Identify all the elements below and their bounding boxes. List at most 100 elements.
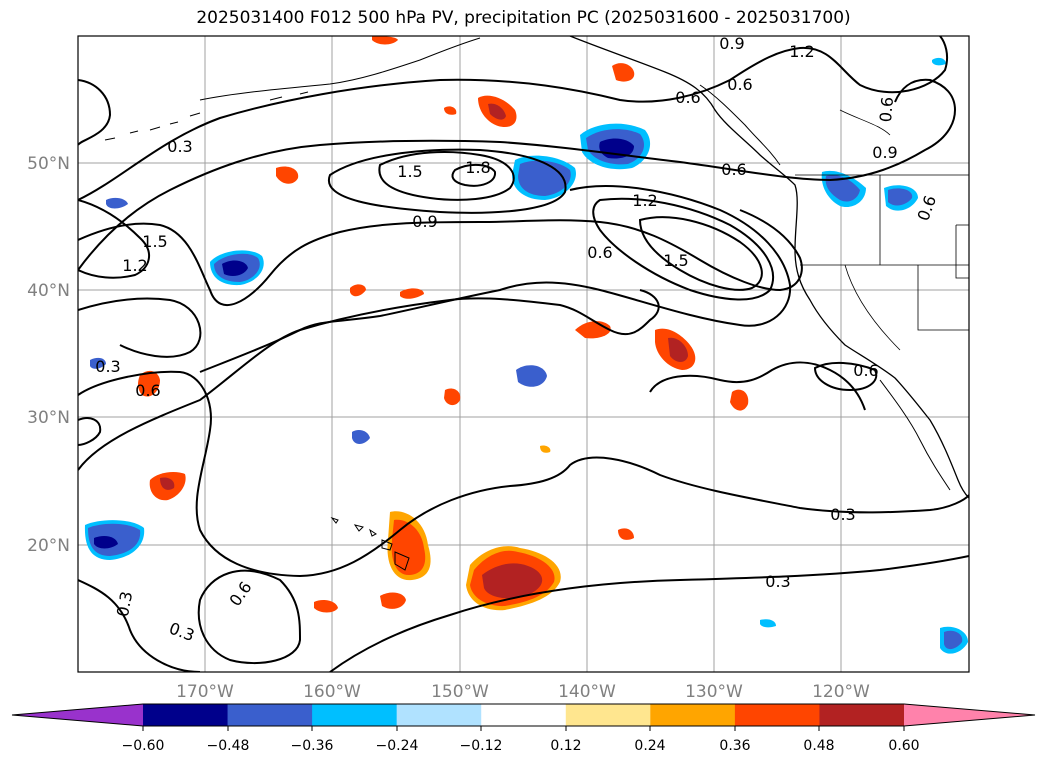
precip-blob bbox=[314, 600, 338, 613]
pv-contour bbox=[592, 197, 775, 301]
precip-blob bbox=[400, 288, 424, 299]
coastlines bbox=[104, 36, 969, 571]
contour-label: 0.6 bbox=[853, 361, 878, 380]
precip-blob bbox=[90, 357, 106, 369]
contour-label: 0.3 bbox=[95, 357, 120, 376]
pv-contour bbox=[78, 370, 969, 578]
contour-label: 1.8 bbox=[465, 158, 490, 177]
contour-label: 0.3 bbox=[765, 572, 790, 591]
pv-contour bbox=[78, 297, 202, 358]
precip-blob bbox=[760, 619, 776, 628]
pv-contour bbox=[78, 199, 150, 279]
precip-blob bbox=[160, 477, 175, 490]
precip-blob bbox=[138, 370, 160, 397]
contour-label: 0.3 bbox=[830, 505, 855, 524]
contour-label: 0.9 bbox=[412, 212, 437, 231]
contour-label: 0.3 bbox=[167, 137, 192, 156]
colorbar-tick: −0.24 bbox=[376, 738, 419, 754]
contour-label: 1.5 bbox=[663, 251, 688, 270]
precip-blob bbox=[825, 174, 860, 202]
lat-label: 40°N bbox=[27, 281, 70, 301]
precip-blob bbox=[482, 563, 543, 599]
colorbar-tick-marks bbox=[142, 726, 905, 731]
alaska-peninsula bbox=[199, 37, 481, 101]
contour-labels: 0.3 1.5 1.8 0.9 1.2 0.6 1.5 1.5 1.2 0.3 … bbox=[95, 34, 940, 645]
precip-blob bbox=[612, 63, 635, 82]
contour-label: 0.6 bbox=[135, 381, 160, 400]
pv-contour bbox=[78, 78, 957, 271]
precip-blob bbox=[444, 106, 457, 115]
precip-blob bbox=[94, 536, 118, 549]
precip-blob bbox=[540, 445, 551, 453]
pv-contour bbox=[813, 362, 878, 392]
pv-contour bbox=[327, 148, 567, 214]
contour-label: 1.5 bbox=[142, 232, 167, 251]
lon-label: 140°W bbox=[558, 682, 616, 702]
colorbar-cells bbox=[143, 704, 905, 726]
precip-blob bbox=[106, 197, 128, 209]
colorbar-cell bbox=[227, 704, 313, 726]
precip-blob bbox=[391, 519, 426, 576]
latitude-labels: 50°N 40°N 30°N 20°N bbox=[27, 154, 70, 556]
pv-contour bbox=[378, 151, 515, 201]
colorbar-tick: −0.60 bbox=[122, 738, 165, 754]
precip-blob bbox=[618, 528, 634, 540]
pv-contour bbox=[78, 209, 803, 306]
pv-contour bbox=[451, 164, 496, 187]
lat-label: 20°N bbox=[27, 536, 70, 556]
precip-blob bbox=[932, 57, 946, 66]
colorbar-cell bbox=[481, 704, 567, 726]
pv-contour bbox=[638, 216, 763, 291]
colorbar-cell bbox=[650, 704, 736, 726]
contour-label: 0.6 bbox=[675, 88, 700, 107]
colorbar-tick: −0.12 bbox=[460, 738, 503, 754]
contour-label: 0.6 bbox=[727, 75, 752, 94]
precip-blob bbox=[518, 160, 571, 196]
precip-blob bbox=[668, 337, 688, 362]
precip-blob bbox=[372, 36, 398, 45]
colorbar-tick: 0.60 bbox=[888, 738, 919, 754]
state-borders bbox=[795, 109, 969, 351]
contour-label: 0.9 bbox=[719, 34, 744, 53]
colorbar-tick: −0.36 bbox=[291, 738, 334, 754]
pv-contour bbox=[649, 361, 866, 411]
colorbar-cell bbox=[396, 704, 482, 726]
precip-blob bbox=[380, 592, 406, 609]
lon-label: 120°W bbox=[812, 682, 870, 702]
contour-label: 0.3 bbox=[113, 590, 136, 618]
map-border bbox=[77, 35, 970, 673]
precip-blob bbox=[730, 389, 749, 411]
pv-contours bbox=[78, 36, 969, 672]
map-title: 2025031400 F012 500 hPa PV, precipitatio… bbox=[196, 8, 851, 28]
colorbar-tick: 0.24 bbox=[634, 738, 665, 754]
pv-contour bbox=[329, 555, 969, 672]
lon-label: 130°W bbox=[685, 682, 743, 702]
precip-blob bbox=[222, 260, 248, 276]
pv-contour bbox=[78, 579, 201, 672]
precip-blob bbox=[352, 430, 370, 444]
aleutian-islands bbox=[104, 91, 309, 141]
precip-positive-blobs bbox=[138, 36, 749, 613]
colorbar-cell bbox=[312, 704, 398, 726]
colorbar-cell bbox=[565, 704, 651, 726]
colorbar: −0.60 −0.48 −0.36 −0.24 −0.12 0.12 0.24 … bbox=[11, 703, 1036, 754]
precip-blob bbox=[350, 284, 366, 297]
pv-contour bbox=[197, 569, 302, 664]
contour-label: 0.6 bbox=[876, 96, 897, 123]
baja-coast bbox=[879, 379, 951, 491]
colorbar-extend-left bbox=[12, 704, 143, 726]
colorbar-tick: 0.48 bbox=[803, 738, 834, 754]
british-columbia-coast bbox=[699, 84, 781, 166]
colorbar-tick: 0.12 bbox=[550, 738, 581, 754]
precip-blob bbox=[888, 188, 913, 206]
lat-label: 30°N bbox=[27, 408, 70, 428]
colorbar-tick: −0.48 bbox=[207, 738, 250, 754]
contour-label: 0.6 bbox=[721, 160, 746, 179]
contour-label: 0.6 bbox=[587, 243, 612, 262]
precip-blob bbox=[516, 365, 547, 387]
precip-blob bbox=[944, 630, 963, 650]
pv-contour bbox=[78, 79, 112, 146]
colorbar-tick: 0.36 bbox=[719, 738, 750, 754]
precip-blob bbox=[276, 166, 299, 184]
